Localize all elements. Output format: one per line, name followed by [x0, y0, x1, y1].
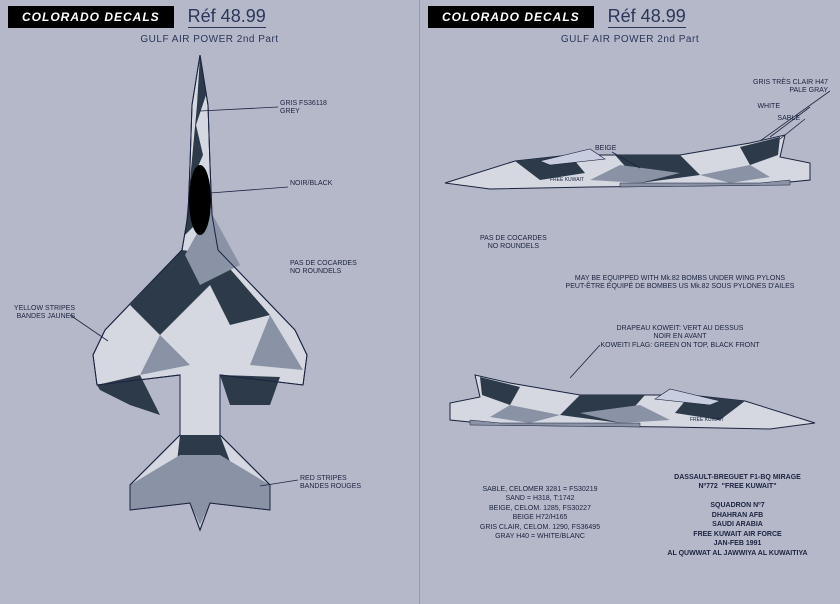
- left-panel: COLORADO DECALS Réf 48.99 GULF AIR POWER…: [0, 0, 420, 604]
- subtitle-left: GULF AIR POWER 2nd Part: [0, 34, 419, 45]
- header-right: COLORADO DECALS Réf 48.99: [420, 0, 840, 30]
- ref-number: Réf 48.99: [188, 6, 266, 28]
- ref-number-r: Réf 48.99: [608, 6, 686, 28]
- label-no-roundels-left: PAS DE COCARDES NO ROUNDELS: [290, 260, 357, 277]
- label-no-roundels-r: PAS DE COCARDES NO ROUNDELS: [480, 235, 547, 252]
- label-red: RED STRIPES BANDES ROUGES: [300, 475, 361, 492]
- label-yellow: YELLOW STRIPES BANDES JAUNES: [3, 305, 75, 322]
- colors-block: SABLE, CELOMER 3281 = FS30219 SAND = H31…: [450, 485, 630, 542]
- right-panel: COLORADO DECALS Réf 48.99 GULF AIR POWER…: [420, 0, 840, 604]
- ident-block: DASSAULT-BREGUET F1-BQ MIRAGE Nº772 "FRE…: [645, 473, 830, 558]
- aircraft-side-2: FREE KUWAIT: [440, 365, 820, 455]
- label-black: NOIR/BLACK: [290, 180, 332, 188]
- right-content: FREE KUWAIT GRIS TRÈS CLAIR H47 PALE GRA…: [420, 45, 840, 589]
- svg-text:FREE KUWAIT: FREE KUWAIT: [690, 417, 724, 423]
- label-mid-note1: MAY BE EQUIPPED WITH Mk.82 BOMBS UNDER W…: [540, 275, 820, 292]
- label-grey: GRIS FS36118 GREY: [280, 100, 327, 117]
- subtitle-right: GULF AIR POWER 2nd Part: [420, 34, 840, 45]
- header-left: COLORADO DECALS Réf 48.99: [0, 0, 419, 30]
- left-content: GRIS FS36118 GREY NOIR/BLACK PAS DE COCA…: [0, 45, 419, 589]
- brand: COLORADO DECALS: [8, 6, 174, 28]
- brand-r: COLORADO DECALS: [428, 6, 594, 28]
- svg-text:FREE KUWAIT: FREE KUWAIT: [550, 177, 584, 183]
